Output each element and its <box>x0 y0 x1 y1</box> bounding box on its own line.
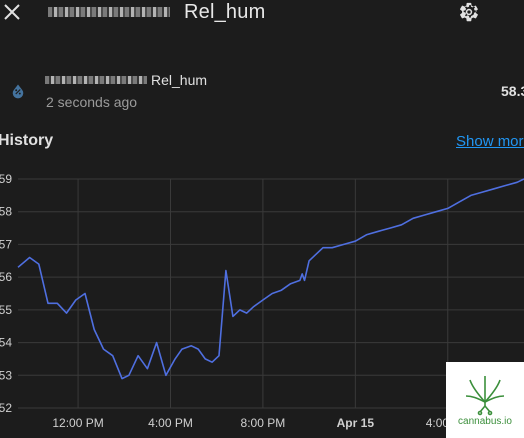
cannabus-watermark: cannabus.io <box>446 362 524 438</box>
y-tick-label: 52 <box>0 401 12 415</box>
y-tick-label: 53 <box>0 368 12 382</box>
y-tick-label: 55 <box>0 303 12 317</box>
show-more-link[interactable]: Show more <box>456 133 524 150</box>
entity-state-value: 58.3 <box>501 83 524 99</box>
water-percent-icon <box>12 84 24 99</box>
dialog-title-text: Rel_hum <box>184 0 266 23</box>
y-tick-label: 58 <box>0 205 12 219</box>
entity-last-changed: 2 seconds ago <box>46 94 138 110</box>
gear-icon[interactable] <box>458 1 480 23</box>
entity-name: Rel_hum <box>45 72 207 88</box>
y-tick-label: 59 <box>0 172 12 186</box>
y-tick-label: 54 <box>0 336 12 350</box>
history-chart[interactable]: 52 53 54 55 56 57 58 59 12:00 PM 4:00 PM 8:00 PM Ap… <box>0 165 524 438</box>
x-tick-label: 12:00 PM <box>52 416 103 430</box>
x-tick-label: 4:00 PM <box>148 416 193 430</box>
y-tick-label: 56 <box>0 270 12 284</box>
entity-name-text: Rel_hum <box>151 72 208 88</box>
redacted-device-name <box>48 7 170 17</box>
watermark-text: cannabus.io <box>458 416 512 427</box>
cannabis-leaf-logo <box>465 376 505 416</box>
entity-row[interactable]: Rel_hum 2 seconds ago 58.3 <box>0 66 524 114</box>
close-icon[interactable] <box>2 2 22 22</box>
dialog-header: Rel_hum <box>0 0 524 24</box>
y-tick-label: 57 <box>0 237 12 251</box>
redacted-entity-prefix <box>45 76 147 84</box>
x-tick-label: Apr 15 <box>337 416 375 430</box>
series-line <box>17 178 524 380</box>
history-heading: History <box>0 132 54 149</box>
dialog-title: Rel_hum <box>48 0 265 24</box>
x-tick-label: 8:00 PM <box>241 416 286 430</box>
